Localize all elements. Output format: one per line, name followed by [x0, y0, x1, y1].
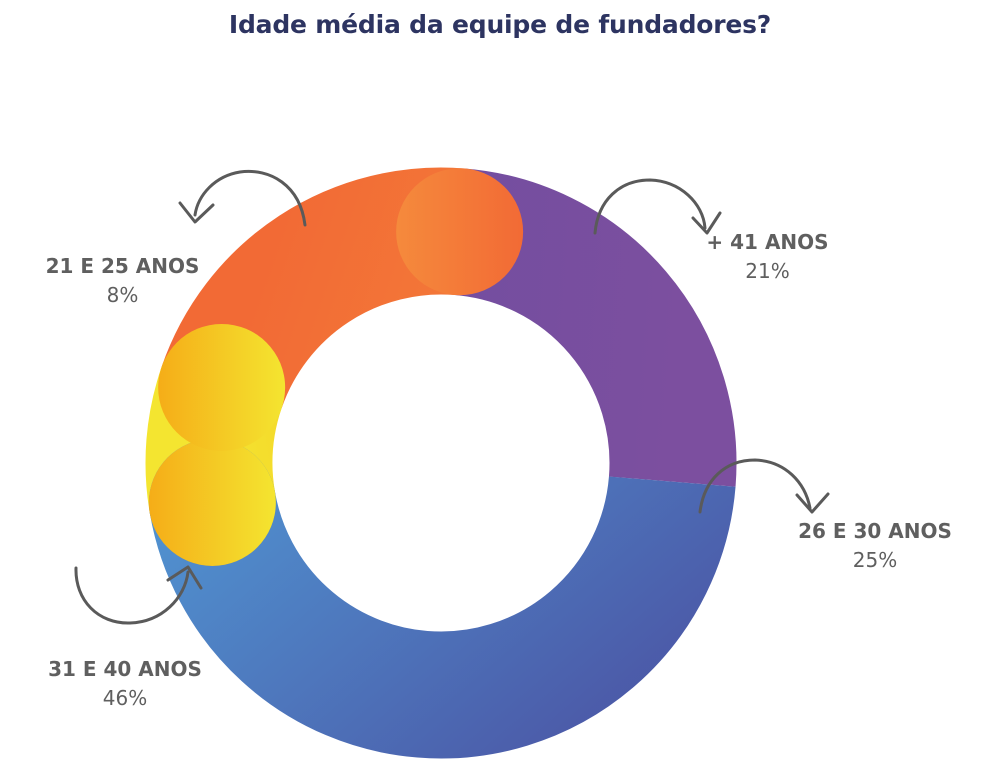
slice-label-26-30: 26 E 30 ANOS 25% [780, 517, 970, 575]
value-label: 25% [852, 548, 898, 572]
value-label: 46% [102, 686, 148, 710]
curved-arrow-icon [593, 178, 722, 235]
category-label: 26 E 30 ANOS [798, 519, 952, 543]
donut-slice-31-40 [145, 167, 737, 759]
category-label: 31 E 40 ANOS [48, 657, 202, 681]
category-label: + 41 ANOS [706, 230, 829, 254]
donut-slice-21-25-cap [158, 323, 286, 451]
slice-label-21-25: 21 E 25 ANOS 8% [30, 252, 215, 310]
curved-arrow-icon [178, 169, 307, 227]
slice-label-31-40: 31 E 40 ANOS 46% [30, 655, 220, 713]
category-label: 21 E 25 ANOS [45, 254, 200, 278]
donut-slice-41-plus-cap [396, 168, 524, 296]
slice-label-41-plus: + 41 ANOS 21% [690, 228, 845, 286]
value-label: 8% [106, 283, 139, 307]
curved-arrow-icon [74, 565, 203, 625]
donut-slice-21-25-cap [148, 438, 276, 566]
value-label: 21% [745, 259, 790, 283]
chart-title: Idade média da equipe de fundadores? [228, 10, 772, 39]
curved-arrow-icon [698, 458, 830, 514]
